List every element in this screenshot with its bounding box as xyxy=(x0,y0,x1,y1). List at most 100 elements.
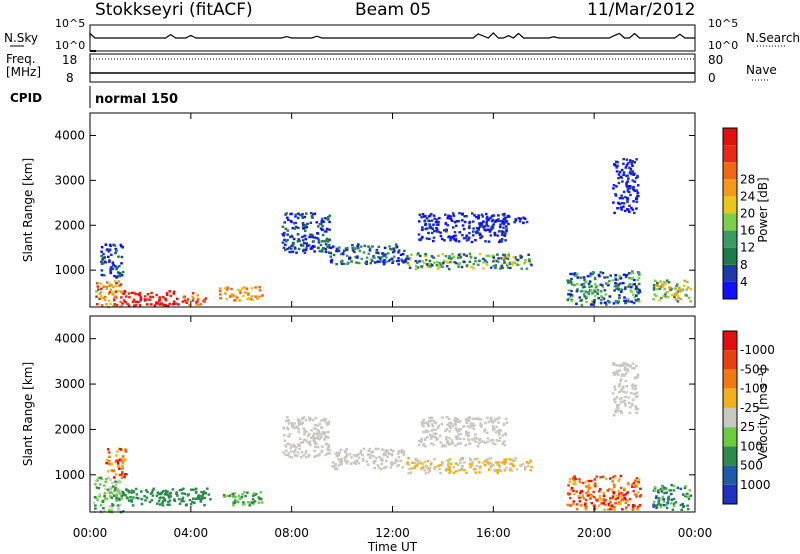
power-cell xyxy=(341,251,345,255)
velocity-cell xyxy=(251,494,255,497)
velocity-cell xyxy=(619,364,623,368)
power-cell xyxy=(132,299,136,303)
power-cell xyxy=(633,283,636,286)
velocity-cell xyxy=(107,451,111,454)
power-colorbar-swatch xyxy=(723,179,737,197)
power-cell xyxy=(504,232,507,235)
velocity-cell xyxy=(355,459,359,462)
velocity-cell xyxy=(476,457,479,461)
velocity-cell xyxy=(101,500,104,503)
velocity-cell xyxy=(368,455,372,459)
velocity-cell xyxy=(326,452,329,455)
velocity-cell xyxy=(354,460,357,463)
velocity-cell xyxy=(314,416,318,420)
velocity-cell xyxy=(320,449,324,452)
power-cell xyxy=(100,304,104,307)
power-cell xyxy=(490,226,493,229)
power-cell xyxy=(522,216,525,219)
velocity-cell xyxy=(416,462,419,466)
power-cell xyxy=(627,272,631,275)
power-cell xyxy=(474,256,477,260)
power-cell xyxy=(397,251,400,254)
velocity-cell xyxy=(112,476,116,479)
velocity-cell xyxy=(297,423,301,426)
power-cell xyxy=(626,185,629,188)
power-cell xyxy=(673,287,677,290)
power-cell xyxy=(113,297,116,300)
power-cell xyxy=(620,201,624,205)
power-cell xyxy=(576,282,579,286)
power-cell xyxy=(623,287,627,291)
velocity-cell xyxy=(431,425,435,428)
velocity-cell xyxy=(465,417,468,421)
velocity-cell xyxy=(124,448,128,451)
velocity-cell xyxy=(196,495,200,499)
velocity-cell xyxy=(621,508,624,511)
power-cell xyxy=(359,245,363,248)
power-cell xyxy=(596,292,599,295)
power-cell xyxy=(219,297,222,300)
velocity-cell xyxy=(110,508,114,511)
velocity-cell xyxy=(594,505,597,509)
velocity-cell xyxy=(449,470,452,473)
velocity-cell xyxy=(450,422,453,426)
velocity-cell xyxy=(389,466,393,469)
velocity-cell xyxy=(301,441,305,444)
velocity-cell xyxy=(619,380,622,383)
velocity-cell xyxy=(438,464,442,467)
power-cell xyxy=(305,246,308,249)
velocity-cell xyxy=(180,488,183,491)
power-cell xyxy=(435,261,439,264)
velocity-cell xyxy=(99,483,102,486)
power-cell xyxy=(625,158,629,161)
cpid-value: normal 150 xyxy=(95,92,178,107)
power-cell xyxy=(113,244,117,247)
power-cell xyxy=(658,287,662,290)
velocity-cell xyxy=(569,504,572,507)
power-cell xyxy=(204,297,208,300)
power-cell xyxy=(112,243,115,247)
velocity-cell xyxy=(573,480,576,483)
velocity-cell xyxy=(115,493,118,496)
velocity-cell xyxy=(130,491,134,494)
velocity-cell xyxy=(599,476,602,479)
power-cell xyxy=(328,220,331,224)
power-cell xyxy=(439,231,442,234)
velocity-cell xyxy=(629,364,632,368)
power-cell xyxy=(437,254,440,257)
velocity-cell xyxy=(570,486,574,490)
power-cell xyxy=(634,197,638,200)
velocity-cell xyxy=(482,461,485,464)
power-cell xyxy=(618,170,622,174)
power-cell xyxy=(286,233,289,236)
velocity-cell xyxy=(156,491,160,494)
velocity-cell xyxy=(685,495,689,498)
power-cell xyxy=(375,248,379,252)
power-cell xyxy=(311,240,315,243)
velocity-cell xyxy=(600,502,603,505)
power-cell xyxy=(518,220,522,223)
power-cell xyxy=(638,288,641,292)
velocity-cell xyxy=(427,420,431,423)
velocity-cell xyxy=(676,486,680,489)
velocity-cell xyxy=(609,507,613,511)
power-cell xyxy=(315,221,319,224)
power-cell xyxy=(100,246,104,249)
power-cell xyxy=(283,238,286,242)
power-cell xyxy=(685,294,688,297)
power-cell xyxy=(498,225,502,229)
velocity-cell xyxy=(114,488,117,491)
power-cell xyxy=(291,226,295,230)
velocity-cell xyxy=(495,469,499,472)
power-cell xyxy=(458,212,461,215)
power-cell xyxy=(626,198,629,201)
power-cell xyxy=(664,291,668,294)
velocity-cell xyxy=(502,422,506,425)
velocity-cell xyxy=(298,444,301,447)
velocity-cell xyxy=(625,385,628,388)
power-cell xyxy=(620,194,623,197)
power-cell xyxy=(472,227,475,230)
velocity-cell xyxy=(380,457,384,460)
power-cell xyxy=(281,241,285,244)
power-cell xyxy=(628,210,631,213)
